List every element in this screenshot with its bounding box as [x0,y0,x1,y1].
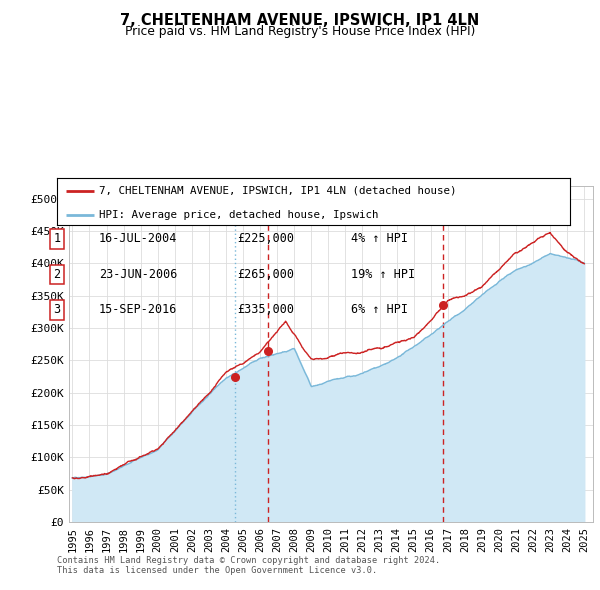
Text: 1: 1 [53,232,61,245]
Text: 23-JUN-2006: 23-JUN-2006 [99,268,178,281]
Text: £335,000: £335,000 [237,303,294,316]
Text: £265,000: £265,000 [237,268,294,281]
Text: 4% ↑ HPI: 4% ↑ HPI [351,232,408,245]
Text: 7, CHELTENHAM AVENUE, IPSWICH, IP1 4LN (detached house): 7, CHELTENHAM AVENUE, IPSWICH, IP1 4LN (… [99,186,457,196]
Text: 3: 3 [53,303,61,316]
Text: 16-JUL-2004: 16-JUL-2004 [99,232,178,245]
Text: 15-SEP-2016: 15-SEP-2016 [99,303,178,316]
Text: Contains HM Land Registry data © Crown copyright and database right 2024.
This d: Contains HM Land Registry data © Crown c… [57,556,440,575]
Text: 3: 3 [439,206,446,219]
Text: 2: 2 [265,206,272,219]
Text: 19% ↑ HPI: 19% ↑ HPI [351,268,415,281]
Text: 6% ↑ HPI: 6% ↑ HPI [351,303,408,316]
Text: HPI: Average price, detached house, Ipswich: HPI: Average price, detached house, Ipsw… [99,209,379,219]
Text: 2: 2 [53,268,61,281]
Text: 7, CHELTENHAM AVENUE, IPSWICH, IP1 4LN: 7, CHELTENHAM AVENUE, IPSWICH, IP1 4LN [121,13,479,28]
Text: 1: 1 [232,206,239,219]
Text: Price paid vs. HM Land Registry's House Price Index (HPI): Price paid vs. HM Land Registry's House … [125,25,475,38]
Text: £225,000: £225,000 [237,232,294,245]
